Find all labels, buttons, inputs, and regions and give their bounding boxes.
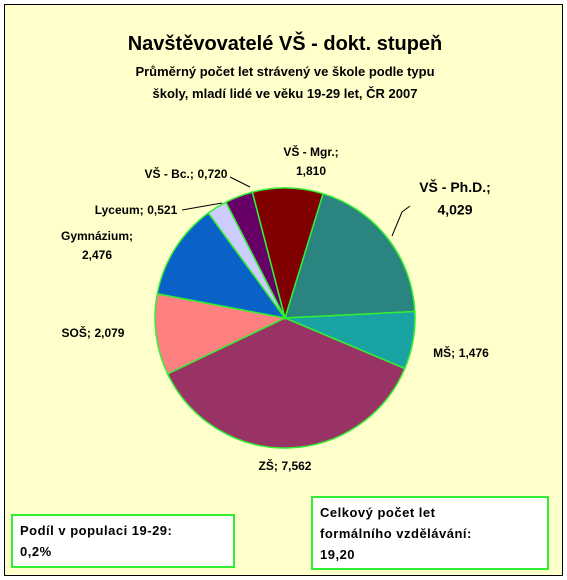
label-category: MŠ; xyxy=(433,345,455,360)
label-category: ZŠ; xyxy=(259,458,278,473)
annotation-text: Podíl v populaci 19-29: xyxy=(20,523,172,538)
data-label: VŠ - Ph.D.; 4,029 xyxy=(419,178,491,217)
label-category: Lyceum; xyxy=(95,203,144,217)
data-label: ZŠ; 7,562 xyxy=(259,458,312,473)
labels: VŠ - Ph.D.; 4,029 MŠ; 1,476 ZŠ; 7,562 SOŠ; 2,07… xyxy=(61,144,491,473)
label-value: 0,521 xyxy=(147,203,177,217)
pie xyxy=(154,187,416,449)
data-label: SOŠ; 2,079 xyxy=(62,325,125,340)
chart-subtitle: školy, mladí lidé ve věku 19-29 let, ČR … xyxy=(153,86,418,101)
label-value: 7,562 xyxy=(281,459,311,473)
label-value: 2,079 xyxy=(94,326,124,340)
pie-slice xyxy=(156,211,287,320)
leader-line xyxy=(181,202,223,211)
label-category: VŠ - Mgr.; xyxy=(283,144,338,159)
data-label: Lyceum; 0,521 xyxy=(95,203,178,217)
pie-slice xyxy=(154,292,288,375)
leader-line xyxy=(229,176,251,188)
annotation-text: 0,2% xyxy=(20,544,52,559)
pie-slice xyxy=(283,192,416,319)
annotation-text: Celkový počet let xyxy=(320,505,436,520)
annotation-text: 19,20 xyxy=(320,547,355,562)
data-label: Gymnázium; 2,476 xyxy=(61,229,133,262)
label-category: VŠ - Ph.D.; xyxy=(419,178,491,195)
chart-subtitle: Průměrný počet let strávený ve škole pod… xyxy=(135,64,434,79)
label-value: 1,476 xyxy=(459,346,489,360)
label-category: VŠ - Bc.; xyxy=(145,166,194,181)
label-value: 2,476 xyxy=(82,248,112,262)
label-value: 0,720 xyxy=(197,167,227,181)
label-value: 4,029 xyxy=(437,201,472,217)
label-value: 1,810 xyxy=(296,164,326,178)
pie-slice xyxy=(166,317,406,449)
annotation-box xyxy=(311,496,549,570)
leader-line xyxy=(391,205,411,237)
data-label: MŠ; 1,476 xyxy=(433,345,489,360)
label-category: Gymnázium; xyxy=(61,229,133,243)
data-label: VŠ - Bc.; 0,720 xyxy=(145,166,228,181)
annotation-text: formálního vzdělávání: xyxy=(320,526,472,541)
label-category: SOŠ; xyxy=(62,325,91,340)
annotation-box xyxy=(11,514,235,568)
chart-title: Navštěvovatelé VŠ - dokt. stupeň xyxy=(128,31,443,55)
pie-slice xyxy=(251,187,324,321)
data-label: VŠ - Mgr.; 1,810 xyxy=(283,144,338,178)
